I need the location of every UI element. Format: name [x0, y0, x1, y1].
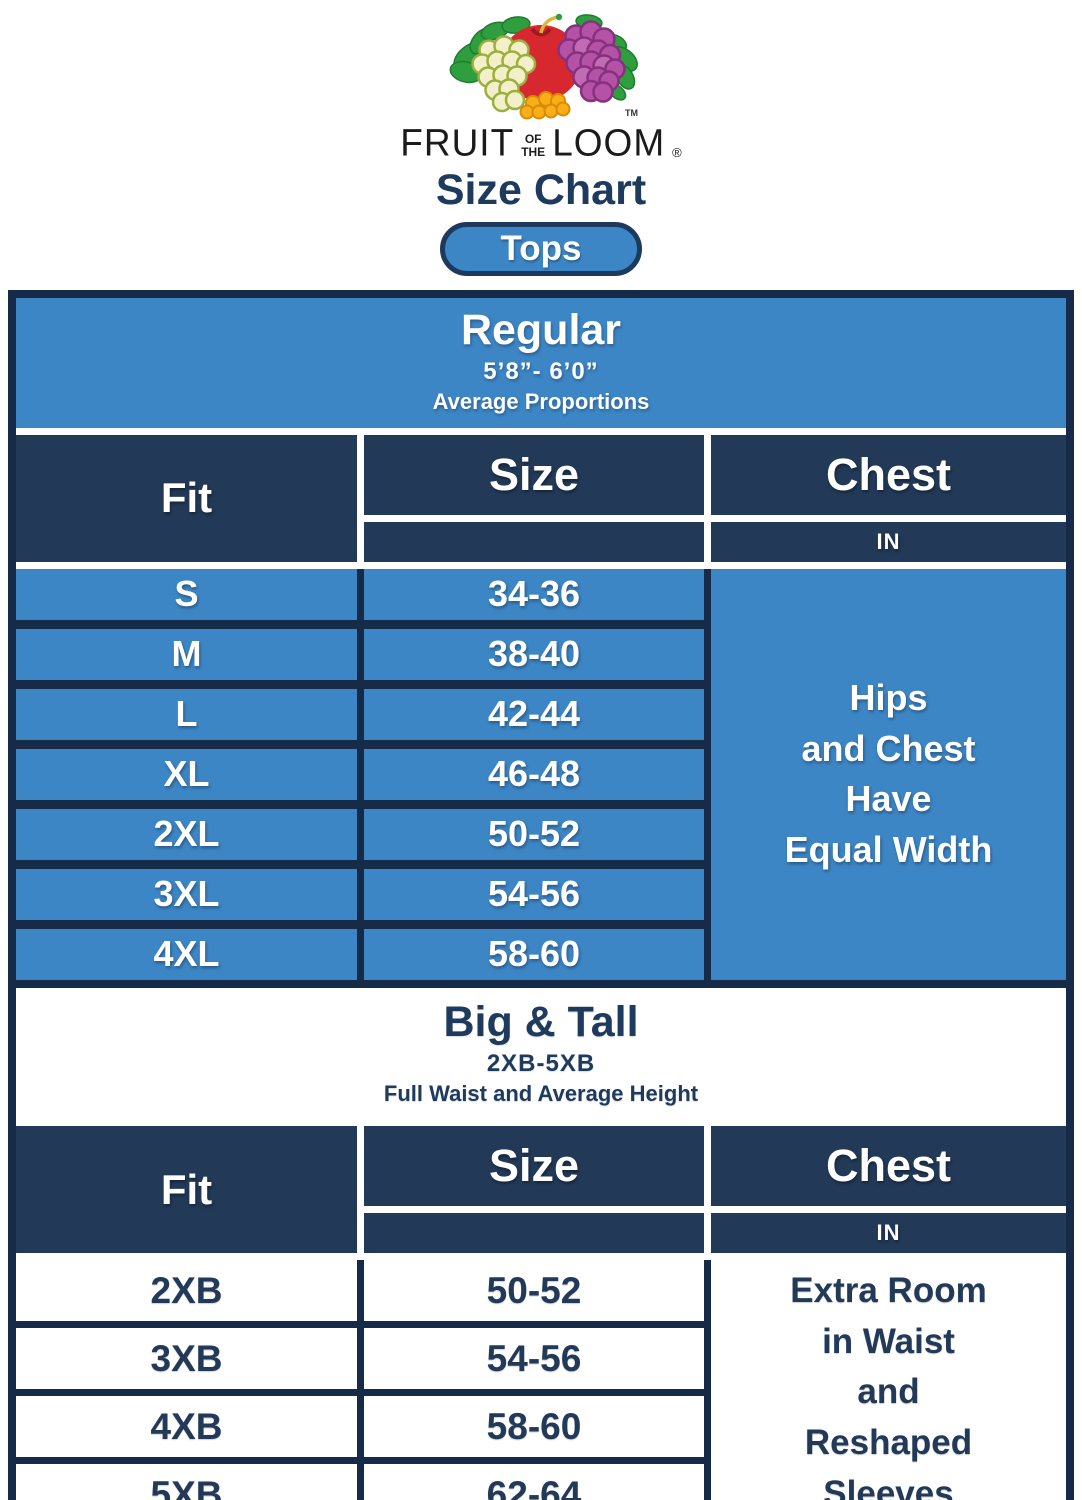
regular-size-subcell — [364, 521, 704, 562]
big-tall-section-band: Big & Tall 2XB-5XB Full Waist and Averag… — [16, 987, 1066, 1120]
big-tall-header-row: Size Chest Fit IN — [16, 1119, 1066, 1261]
wordmark-of-the: OF THE — [521, 132, 546, 159]
chest-cell: 62-64 — [364, 1464, 704, 1500]
size-cell: 4XB — [16, 1396, 357, 1458]
size-cell: 3XB — [16, 1328, 357, 1390]
orange-grapes-icon — [519, 91, 571, 120]
regular-size-header: Size — [364, 434, 704, 515]
big-tall-size-header: Size — [364, 1126, 704, 1207]
regular-chest-header: Chest — [711, 434, 1066, 515]
big-tall-fit-note: Extra Room in Waist and Reshaped Sleeves — [711, 1260, 1066, 1500]
regular-data-rows: S 34-36 Hips and Chest Have Equal Width … — [16, 568, 1066, 988]
big-tall-fit-header: Fit — [16, 1126, 357, 1254]
page-title: Size Chart — [435, 166, 647, 214]
chest-cell: 42-44 — [364, 688, 704, 740]
brand-wordmark: FRUIT OF THE LOOM ® — [0, 121, 1082, 164]
registered-mark: ® — [672, 145, 682, 160]
size-cell: S — [16, 568, 357, 620]
chest-cell: 34-36 — [364, 568, 704, 620]
regular-fit-header: Fit — [16, 434, 357, 562]
size-cell: 3XL — [16, 868, 357, 920]
size-cell: 4XL — [16, 928, 357, 980]
regular-header-row: Size Chest Fit IN — [16, 427, 1066, 569]
purple-grapes-icon — [557, 20, 626, 103]
size-cell: 5XB — [16, 1464, 357, 1500]
green-grapes-icon — [471, 35, 537, 113]
size-cell: 2XB — [16, 1260, 357, 1322]
chest-cell: 46-48 — [364, 748, 704, 800]
size-cell: 2XL — [16, 808, 357, 860]
regular-section-band: Regular 5’8”- 6’0” Average Proportions — [16, 298, 1066, 428]
tops-category-pill[interactable]: Tops — [440, 222, 642, 276]
trademark-symbol: TM — [625, 108, 638, 118]
chest-cell: 58-60 — [364, 928, 704, 980]
big-tall-data-rows: 2XB 50-52 Extra Room in Waist and Reshap… — [16, 1260, 1066, 1500]
regular-band-title: Regular — [460, 306, 622, 354]
big-tall-band-subtitle: Full Waist and Average Height — [383, 1080, 699, 1106]
regular-fit-note: Hips and Chest Have Equal Width — [711, 568, 1066, 980]
chest-cell: 38-40 — [364, 628, 704, 680]
brand-header: TM FRUIT OF THE LOOM ® Size Chart Tops — [0, 0, 1082, 276]
size-cell: L — [16, 688, 357, 740]
chest-cell: 54-56 — [364, 868, 704, 920]
big-tall-unit-header: IN — [711, 1213, 1066, 1254]
big-tall-chest-header: Chest — [711, 1126, 1066, 1207]
size-cell: XL — [16, 748, 357, 800]
big-tall-size-subcell — [364, 1213, 704, 1254]
chest-cell: 50-52 — [364, 1260, 704, 1322]
chest-cell: 50-52 — [364, 808, 704, 860]
regular-height-range: 5’8”- 6’0” — [483, 358, 599, 386]
wordmark-loom: LOOM — [552, 121, 666, 164]
big-tall-band-title: Big & Tall — [443, 997, 639, 1046]
size-chart-table: Regular 5’8”- 6’0” Average Proportions S… — [8, 290, 1074, 1500]
wordmark-fruit: FRUIT — [400, 121, 515, 164]
regular-unit-header: IN — [711, 521, 1066, 562]
big-tall-size-range: 2XB-5XB — [486, 1050, 596, 1078]
size-cell: M — [16, 628, 357, 680]
chest-cell: 54-56 — [364, 1328, 704, 1390]
regular-band-subtitle: Average Proportions — [432, 389, 650, 415]
chest-cell: 58-60 — [364, 1396, 704, 1458]
fruit-of-the-loom-logo-icon: TM — [449, 13, 638, 120]
